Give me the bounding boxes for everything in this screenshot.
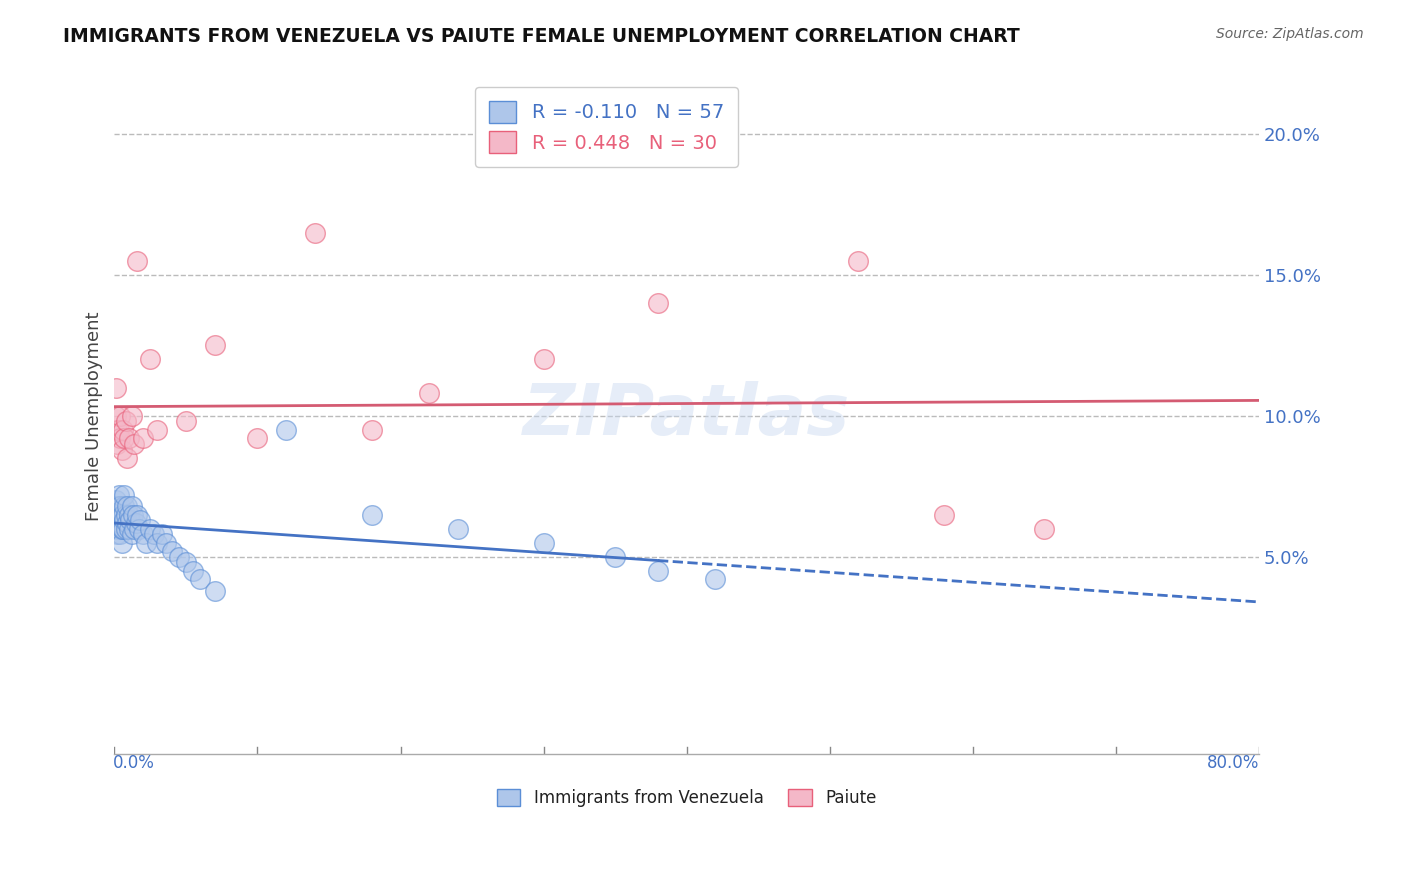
Point <box>115 522 138 536</box>
Point <box>533 352 555 367</box>
Point <box>167 549 190 564</box>
Point <box>125 516 148 530</box>
Point <box>204 583 226 598</box>
Text: 0.0%: 0.0% <box>112 755 155 772</box>
Point <box>105 423 128 437</box>
Point <box>132 431 155 445</box>
Point <box>361 508 384 522</box>
Point <box>107 423 129 437</box>
Point <box>121 409 143 423</box>
Point <box>104 381 127 395</box>
Point <box>647 296 669 310</box>
Point <box>107 488 129 502</box>
Point <box>129 513 152 527</box>
Point <box>120 513 142 527</box>
Point <box>108 409 131 423</box>
Point <box>704 573 727 587</box>
Point <box>188 573 211 587</box>
Point <box>647 564 669 578</box>
Legend: Immigrants from Venezuela, Paiute: Immigrants from Venezuela, Paiute <box>491 782 883 814</box>
Point <box>135 535 157 549</box>
Point <box>118 522 141 536</box>
Point <box>124 522 146 536</box>
Point <box>146 423 169 437</box>
Text: IMMIGRANTS FROM VENEZUELA VS PAIUTE FEMALE UNEMPLOYMENT CORRELATION CHART: IMMIGRANTS FROM VENEZUELA VS PAIUTE FEMA… <box>63 27 1019 45</box>
Point <box>110 522 132 536</box>
Point <box>121 527 143 541</box>
Point <box>107 513 129 527</box>
Point <box>112 488 135 502</box>
Point <box>110 442 132 457</box>
Point <box>127 253 149 268</box>
Text: 80.0%: 80.0% <box>1206 755 1258 772</box>
Point <box>143 527 166 541</box>
Point <box>118 508 141 522</box>
Y-axis label: Female Unemployment: Female Unemployment <box>86 311 103 521</box>
Point <box>117 516 139 530</box>
Point <box>174 556 197 570</box>
Point <box>104 508 127 522</box>
Point <box>139 352 162 367</box>
Point <box>274 423 297 437</box>
Point <box>603 549 626 564</box>
Point <box>533 535 555 549</box>
Point <box>139 522 162 536</box>
Point <box>122 508 145 522</box>
Point <box>418 386 440 401</box>
Point <box>127 508 149 522</box>
Point <box>150 527 173 541</box>
Point <box>932 508 955 522</box>
Point <box>174 414 197 428</box>
Point <box>118 431 141 445</box>
Point <box>105 508 128 522</box>
Point <box>104 522 127 536</box>
Point <box>132 527 155 541</box>
Point <box>146 535 169 549</box>
Point <box>115 508 138 522</box>
Point <box>107 501 129 516</box>
Point <box>155 535 177 549</box>
Point <box>1033 522 1056 536</box>
Point <box>160 544 183 558</box>
Point <box>104 493 127 508</box>
Point <box>108 527 131 541</box>
Point <box>447 522 470 536</box>
Point <box>104 409 127 423</box>
Point <box>111 522 134 536</box>
Point <box>128 522 150 536</box>
Point <box>107 522 129 536</box>
Point <box>304 226 326 240</box>
Point <box>111 423 134 437</box>
Point <box>112 513 135 527</box>
Point <box>117 499 139 513</box>
Text: Source: ZipAtlas.com: Source: ZipAtlas.com <box>1216 27 1364 41</box>
Point <box>361 423 384 437</box>
Point <box>108 516 131 530</box>
Point <box>181 564 204 578</box>
Point <box>108 431 131 445</box>
Point <box>108 499 131 513</box>
Point <box>112 499 135 513</box>
Point <box>204 338 226 352</box>
Point <box>124 437 146 451</box>
Point <box>117 451 139 466</box>
Point <box>105 499 128 513</box>
Point <box>112 431 135 445</box>
Point <box>110 508 132 522</box>
Point <box>105 527 128 541</box>
Point <box>246 431 269 445</box>
Point <box>121 499 143 513</box>
Point <box>115 414 138 428</box>
Text: ZIPatlas: ZIPatlas <box>523 381 851 450</box>
Point <box>105 437 128 451</box>
Point <box>110 535 132 549</box>
Point <box>105 516 128 530</box>
Point <box>846 253 869 268</box>
Point <box>111 508 134 522</box>
